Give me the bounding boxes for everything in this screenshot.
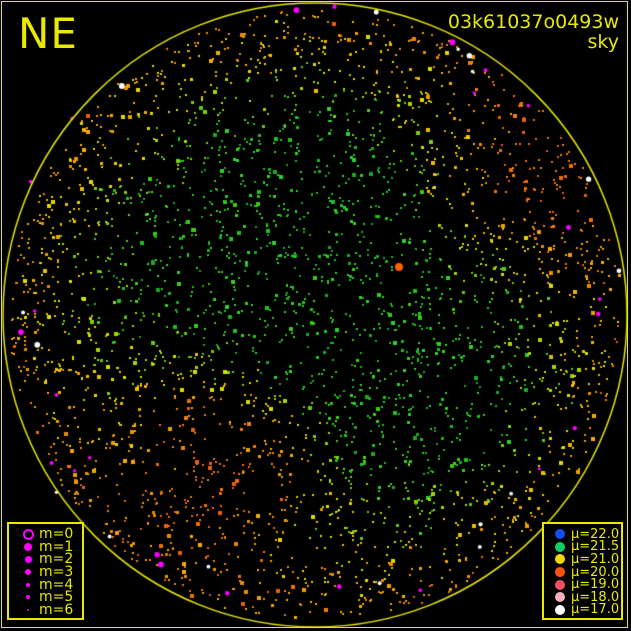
magnitude-symbol-icon: [17, 542, 39, 551]
brightness-legend-label: μ=19.0: [571, 577, 620, 593]
direction-label: NE: [18, 9, 78, 58]
brightness-legend-label: μ=18.0: [571, 589, 620, 605]
magnitude-legend-row: m=5: [17, 589, 82, 606]
magnitude-legend-label: m=3: [39, 564, 74, 581]
title-subtitle: sky: [587, 31, 619, 53]
brightness-legend-label: μ=20.0: [571, 564, 620, 580]
brightness-legend-label: μ=22.0: [571, 526, 620, 542]
magnitude-legend-row: m=6: [17, 601, 82, 618]
color-swatch-icon: [549, 541, 571, 552]
brightness-legend-row: μ=21.5: [549, 539, 621, 555]
brightness-legend-row: μ=21.0: [549, 551, 621, 567]
magnitude-legend-label: m=1: [39, 538, 74, 555]
magnitude-legend-row: m=4: [17, 576, 82, 593]
image-id: 03k61037o0493w: [447, 11, 619, 33]
magnitude-legend-label: m=2: [39, 551, 74, 568]
brightness-legend-row: μ=17.0: [549, 602, 621, 618]
magnitude-legend-label: m=6: [39, 601, 74, 618]
color-swatch-icon: [549, 567, 571, 578]
brightness-legend-label: μ=21.0: [571, 551, 620, 567]
title-block: 03k61037o0493w sky: [448, 12, 619, 52]
magnitude-legend-row: m=3: [17, 564, 82, 581]
magnitude-legend-row: m=1: [17, 538, 82, 555]
brightness-legend-row: μ=18.0: [549, 589, 621, 605]
magnitude-legend: m=0 m=1 m=2 m=3 m=4 m=5 m=6: [7, 522, 84, 620]
magnitude-symbol-icon: [17, 608, 39, 611]
surface-brightness-legend: μ=22.0 μ=21.5 μ=21.0 μ=20.0 μ=19.0 μ=18.0 μ=17…: [542, 522, 623, 620]
brightness-legend-label: μ=17.0: [571, 602, 620, 618]
magnitude-legend-label: m=5: [39, 589, 74, 606]
magnitude-symbol-icon: [17, 555, 39, 563]
magnitude-legend-row: m=0: [17, 526, 82, 543]
color-swatch-icon: [549, 592, 571, 603]
color-swatch-icon: [549, 604, 571, 615]
brightness-legend-label: μ=21.5: [571, 539, 620, 555]
brightness-legend-row: μ=20.0: [549, 564, 621, 580]
magnitude-legend-row: m=2: [17, 551, 82, 568]
magnitude-legend-label: m=0: [39, 526, 74, 543]
brightness-legend-row: μ=22.0: [549, 526, 621, 542]
magnitude-symbol-icon: [17, 595, 39, 600]
magnitude-symbol-icon: [17, 528, 39, 540]
color-swatch-icon: [549, 554, 571, 565]
color-swatch-icon: [549, 529, 571, 540]
magnitude-legend-label: m=4: [39, 576, 74, 593]
magnitude-symbol-icon: [17, 582, 39, 587]
color-swatch-icon: [549, 579, 571, 590]
brightness-legend-row: μ=19.0: [549, 577, 621, 593]
magnitude-symbol-icon: [17, 569, 39, 576]
